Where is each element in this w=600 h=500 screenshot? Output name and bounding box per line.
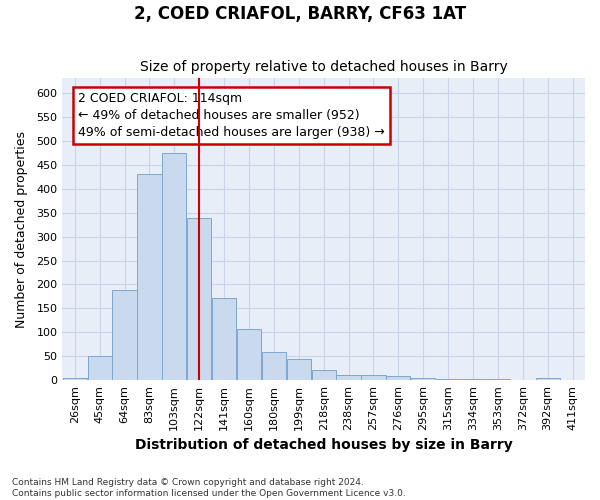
Text: Contains HM Land Registry data © Crown copyright and database right 2024.
Contai: Contains HM Land Registry data © Crown c… <box>12 478 406 498</box>
Bar <box>62 378 87 380</box>
Bar <box>112 290 137 380</box>
Bar <box>337 375 361 380</box>
Bar <box>436 379 460 380</box>
Text: 2, COED CRIAFOL, BARRY, CF63 1AT: 2, COED CRIAFOL, BARRY, CF63 1AT <box>134 5 466 23</box>
Title: Size of property relative to detached houses in Barry: Size of property relative to detached ho… <box>140 60 508 74</box>
X-axis label: Distribution of detached houses by size in Barry: Distribution of detached houses by size … <box>135 438 512 452</box>
Bar <box>88 356 112 380</box>
Bar <box>162 152 187 380</box>
Bar <box>212 298 236 380</box>
Text: 2 COED CRIAFOL: 114sqm
← 49% of detached houses are smaller (952)
49% of semi-de: 2 COED CRIAFOL: 114sqm ← 49% of detached… <box>78 92 385 139</box>
Bar <box>361 375 386 380</box>
Bar <box>237 329 261 380</box>
Bar <box>187 218 211 380</box>
Bar <box>311 370 336 380</box>
Bar <box>262 352 286 380</box>
Bar <box>137 174 161 380</box>
Bar <box>386 376 410 380</box>
Bar <box>461 379 485 380</box>
Bar <box>287 359 311 380</box>
Bar <box>536 378 560 380</box>
Y-axis label: Number of detached properties: Number of detached properties <box>15 131 28 328</box>
Bar <box>411 378 435 380</box>
